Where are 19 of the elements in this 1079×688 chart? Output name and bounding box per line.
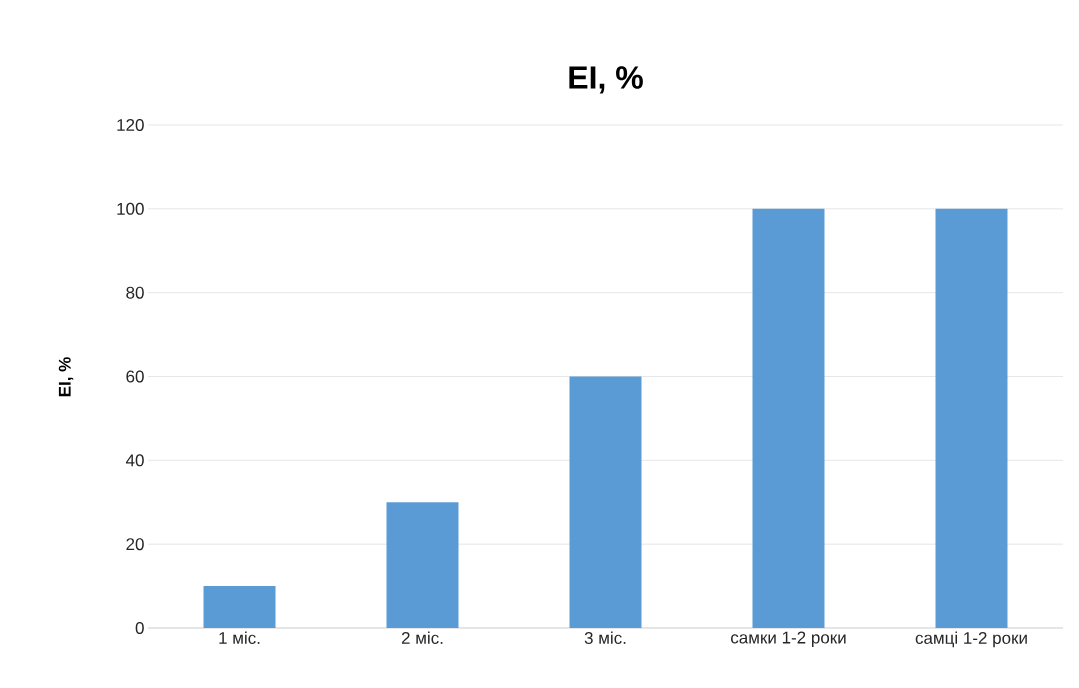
- bar: [935, 208, 1008, 628]
- y-tick-label: 120: [117, 118, 144, 132]
- x-tick-label: 2 міс.: [401, 631, 443, 645]
- bar: [752, 208, 825, 628]
- bar: [203, 586, 276, 628]
- y-tick-label: 0: [135, 621, 144, 635]
- x-tick-label: 1 міс.: [219, 631, 260, 645]
- x-tick-label: 3 міс.: [584, 631, 626, 645]
- x-tick-label: самки 1-2 роки: [731, 631, 846, 647]
- x-tick-label: самці 1-2 роки: [915, 631, 1027, 648]
- chart-title: EI, %: [569, 66, 643, 94]
- y-axis-title: EI, %: [58, 357, 74, 397]
- bar: [386, 502, 459, 628]
- y-tick-label: 100: [117, 202, 144, 215]
- bar: [569, 376, 642, 628]
- y-tick-label: 60: [126, 370, 144, 383]
- y-tick-label: 80: [126, 286, 144, 299]
- y-tick-label: 40: [125, 454, 144, 467]
- y-tick-label: 20: [126, 538, 144, 551]
